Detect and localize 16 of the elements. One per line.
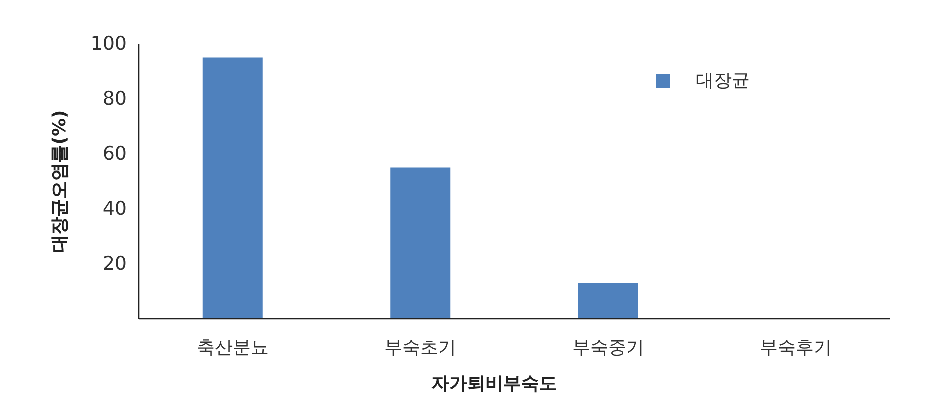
- x-tick-label: 축산분뇨: [196, 338, 269, 358]
- y-tick-label: 40: [102, 198, 127, 220]
- legend-label: 대장균: [696, 70, 750, 92]
- y-tick-label: 60: [102, 143, 127, 165]
- legend: 대장균: [656, 70, 750, 92]
- x-axis-title: 자가퇴비부숙도: [432, 374, 558, 394]
- bar: [390, 168, 451, 319]
- y-tick-label: 100: [90, 33, 127, 55]
- x-tick-label: 부숙초기: [384, 338, 457, 358]
- bar: [202, 58, 263, 319]
- bar: [578, 283, 638, 319]
- y-tick-label: 20: [102, 253, 127, 275]
- x-tick-label: 부숙후기: [760, 338, 832, 358]
- x-tick-label: 부숙중기: [572, 338, 644, 358]
- y-tick-label: 80: [102, 88, 127, 110]
- y-axis-title: 대장균오염률(%): [50, 110, 70, 253]
